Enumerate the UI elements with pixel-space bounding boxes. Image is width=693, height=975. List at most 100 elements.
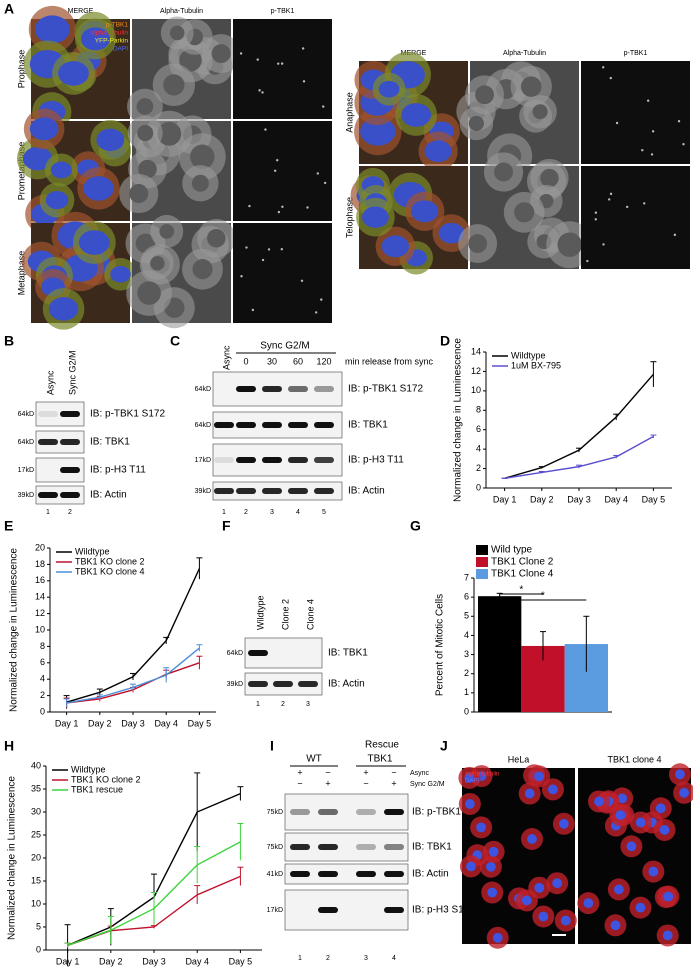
blot-strip [284,863,409,885]
blot-band [290,809,310,815]
speck [256,58,259,61]
x-tick-label: Day 4 [154,718,178,728]
lane-number: 2 [281,701,285,708]
error-bar [613,454,620,459]
nucleus [521,895,532,906]
nucleus [157,121,182,146]
speck [594,218,597,221]
nucleus [464,799,475,809]
panel-label: H [4,738,14,754]
nucleus [360,117,396,146]
blot-label: IB: p-TBK1 S172 [90,409,165,420]
nucleus [610,920,621,931]
blot-label: IB: p-H3 S10 [412,905,470,916]
x-tick-label: Day 2 [88,718,112,728]
legend-label: Wild type [491,545,533,556]
nucleus [475,85,494,105]
group-label: Sync G2/M [260,341,309,352]
lane-number: 3 [306,701,310,708]
blot-band [236,422,256,428]
image-title: HeLa [508,754,530,764]
y-tick-label: 20 [31,852,41,862]
error-bar [194,885,201,904]
nucleus [560,915,571,926]
marker-label: 39kD [195,488,211,495]
speck [615,121,619,125]
speck [643,202,646,205]
blot-band [248,681,268,687]
y-tick-label: 18 [35,559,45,569]
blot-band [314,488,334,494]
y-tick-label: 35 [31,783,41,793]
blot-band [262,422,282,428]
y-tick-label: 16 [35,575,45,585]
blot-band [60,411,80,417]
y-tick-label: 10 [31,898,41,908]
nucleus [464,772,475,783]
speck [276,158,279,162]
marker-label: 39kD [227,681,243,688]
lane-number: 3 [270,509,274,516]
y-tick-label: 4 [40,674,45,684]
nucleus [524,788,535,799]
nucleus [207,228,226,248]
sign: − [363,778,368,788]
blot-band [60,439,80,445]
nucleus [129,184,149,204]
blot-label: IB: TBK1 [348,420,388,431]
nucleus [679,787,690,798]
y-tick-label: 1 [464,687,469,697]
micrograph [581,166,690,269]
y-tick-label: 12 [35,608,45,618]
legend-label: 1uM BX-795 [511,360,561,370]
group-label: TBK1 [367,754,392,765]
nucleus [137,281,161,305]
nucleus [136,98,154,115]
y-tick-label: 6 [476,424,481,434]
nucleus [48,297,79,321]
legend-label: TBK1 rescue [71,784,123,794]
blot-label: IB: p-TBK1 S172 [412,807,487,818]
x-tick-label: Day 4 [185,956,209,966]
x-tick-label: Day 4 [604,494,628,504]
panel-label: D [440,333,450,349]
blot-label: IB: p-TBK1 S172 [348,384,423,395]
annotation: * [519,585,523,596]
speck [594,211,598,214]
nucleus [613,884,624,895]
time-label: 120 [316,356,331,366]
column-title: Alpha-Tubulin [160,8,203,15]
row-label: Metaphase [16,251,26,296]
legend-label: TBK1 KO clone 2 [75,556,145,566]
nucleus [635,902,646,913]
legend-swatch [476,545,488,555]
speck [677,120,681,123]
nucleus [110,266,131,283]
sign: + [325,778,330,788]
nucleus [520,76,542,97]
speck [273,169,277,172]
speck [586,259,589,263]
speck [277,62,280,65]
error-bar [194,772,201,852]
nucleus [626,841,637,852]
column-title: Alpha-Tubulin [503,50,546,57]
speck [239,52,243,55]
nucleus [50,161,72,179]
lane-label: Clone 4 [305,599,315,630]
speck [602,66,605,69]
nucleus [169,25,185,41]
lane-number: 1 [256,701,260,708]
lane-number: 1 [298,955,302,962]
row-label: Prophase [16,50,26,89]
speck [261,258,265,262]
blot-band [38,411,58,417]
micrograph [233,223,332,323]
marker-label: 64kD [18,411,34,418]
y-tick-label: 5 [464,611,469,621]
nucleus [96,128,125,151]
nucleus [378,80,400,98]
blot-band [214,488,234,494]
y-tick-label: 5 [36,921,41,931]
